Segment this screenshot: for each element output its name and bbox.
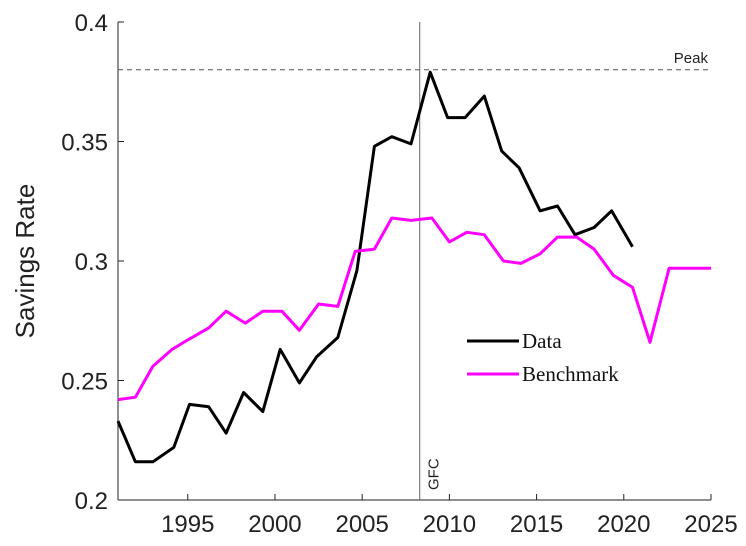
y-tick-label: 0.35	[61, 130, 108, 157]
x-tick-label: 2005	[335, 511, 388, 538]
y-tick-label: 0.2	[75, 488, 108, 515]
series-line	[116, 70, 634, 464]
y-tick-label: 0.3	[75, 249, 108, 276]
x-tick-label: 2000	[248, 511, 301, 538]
y-tick-label: 0.4	[75, 10, 108, 37]
legend-label: Data	[522, 329, 562, 353]
x-tick-label: 2020	[597, 511, 650, 538]
x-tick-label: 2010	[423, 511, 476, 538]
gfc-label: GFC	[426, 458, 443, 490]
y-tick-label: 0.25	[61, 369, 108, 396]
x-tick-label: 1995	[161, 511, 214, 538]
x-tick-label: 2015	[510, 511, 563, 538]
legend-label: Benchmark	[522, 362, 619, 386]
peak-label: Peak	[674, 50, 709, 67]
y-axis-label: Savings Rate	[10, 184, 40, 339]
series-line	[117, 216, 711, 402]
x-tick-label: 2025	[684, 511, 737, 538]
